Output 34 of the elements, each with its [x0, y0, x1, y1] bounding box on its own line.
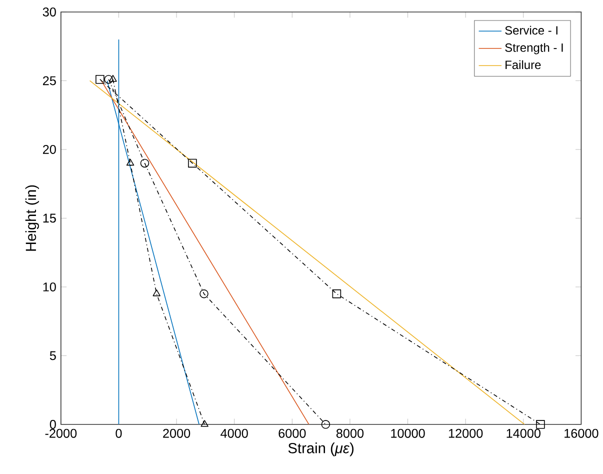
x-tick-label: 8000 — [336, 428, 364, 438]
point — [96, 74, 104, 84]
point — [200, 420, 208, 427]
x-tick-label: 4000 — [220, 428, 248, 438]
point — [104, 74, 114, 84]
y-tick-label: 25 — [42, 76, 56, 86]
x-tick-label: 10000 — [391, 428, 425, 438]
point — [152, 289, 160, 296]
legend-label: Failure — [506, 60, 541, 69]
y-tick-label: 15 — [43, 214, 56, 222]
y-tick-label: 0 — [50, 420, 56, 429]
point — [126, 158, 134, 166]
point — [200, 289, 208, 298]
point — [536, 420, 545, 429]
y-tick-label: 10 — [43, 282, 56, 292]
legend-label: Strength - I — [505, 42, 563, 54]
x-tick-label: -2000 — [45, 428, 77, 438]
point — [188, 158, 197, 168]
x-tick-label: 14000 — [506, 428, 540, 438]
x-axis-title: Strain (με) — [288, 442, 354, 456]
point — [140, 158, 150, 168]
y-tick-label: 5 — [50, 351, 56, 360]
point — [109, 74, 117, 82]
y-tick-label: 30 — [42, 7, 56, 16]
legend-label: Service - I — [505, 26, 558, 34]
y-tick-label: 20 — [42, 144, 56, 154]
x-tick-label: 0 — [116, 428, 122, 438]
x-tick-label: 6000 — [278, 428, 306, 438]
x-tick-label: 2000 — [163, 428, 190, 438]
x-tick-label: 16000 — [564, 428, 598, 438]
x-tick-label: 12000 — [448, 428, 483, 438]
point — [321, 420, 330, 429]
point — [332, 289, 342, 298]
y-axis-title: Height (in) — [25, 185, 39, 251]
